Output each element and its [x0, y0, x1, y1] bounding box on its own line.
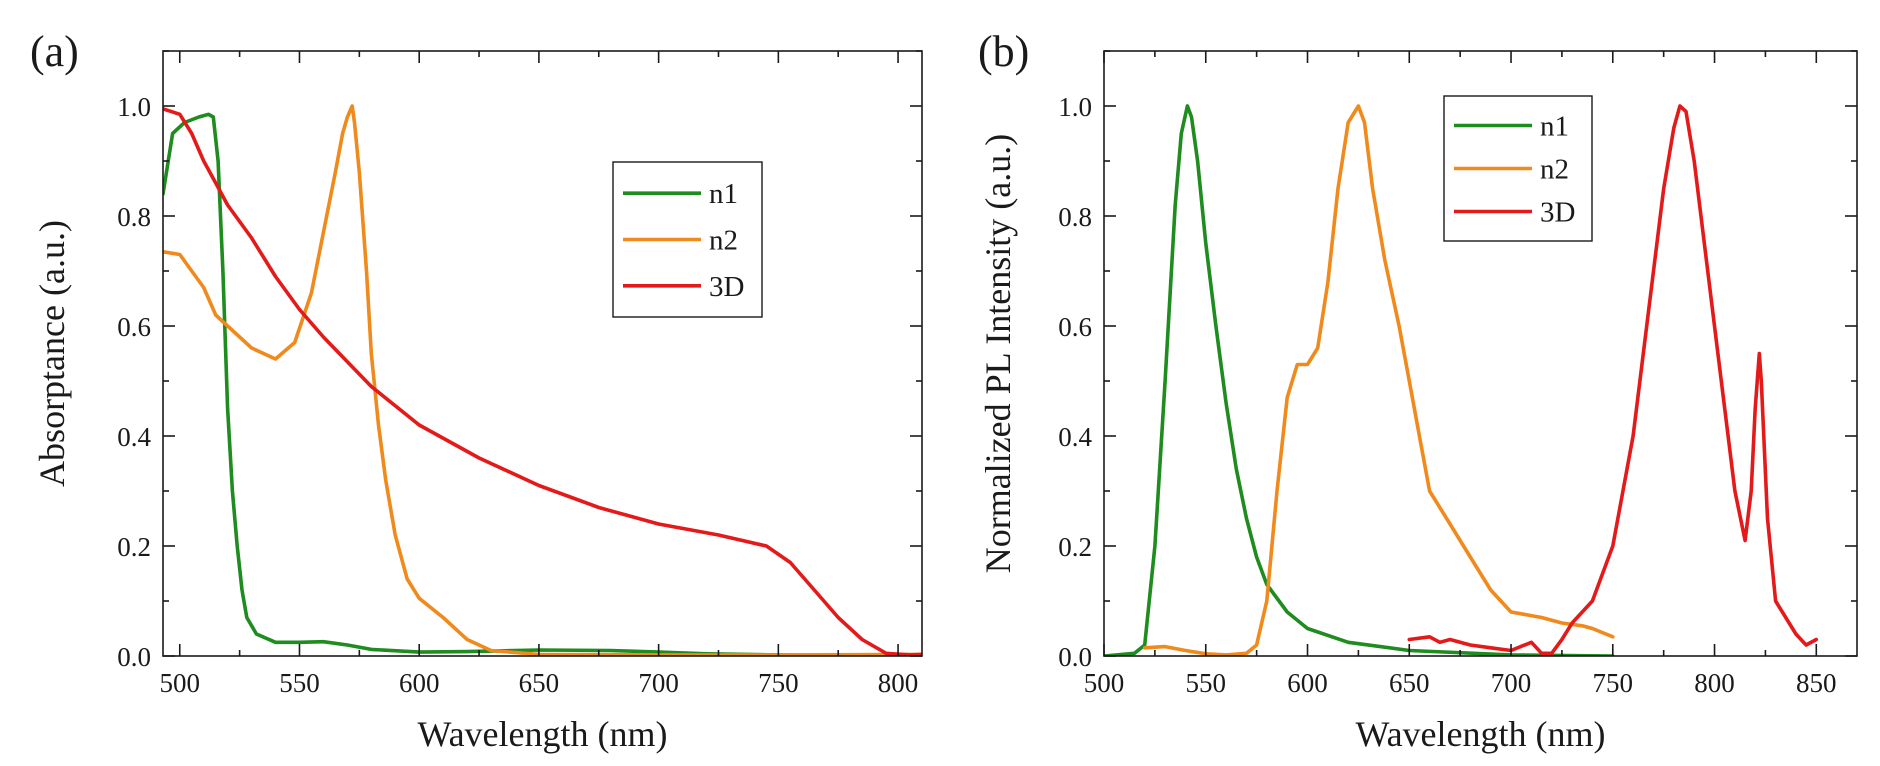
y-tick-label: 0.0 — [117, 642, 151, 672]
y-tick-label: 0.0 — [1058, 642, 1092, 672]
legend-label-n2: n2 — [1540, 154, 1569, 186]
y-tick-label: 0.6 — [117, 312, 151, 342]
x-axis-title: Wavelength (nm) — [417, 714, 667, 754]
y-axis-title: Absorptance (a.u.) — [32, 220, 72, 487]
y-tick-label: 0.2 — [1058, 532, 1092, 562]
panel-label: (b) — [978, 27, 1029, 76]
legend-label-n1: n1 — [709, 178, 738, 210]
x-tick-label: 550 — [1186, 668, 1227, 698]
series-group — [163, 104, 922, 656]
y-tick-label: 1.0 — [117, 92, 151, 122]
panel-label: (a) — [30, 27, 79, 76]
y-tick-label: 0.4 — [117, 422, 151, 452]
x-tick-label: 550 — [279, 668, 320, 698]
x-tick-label: 700 — [638, 668, 679, 698]
x-tick-label: 500 — [1084, 668, 1125, 698]
series-line-n2 — [1142, 104, 1615, 656]
x-tick-label: 750 — [1593, 668, 1634, 698]
legend-label-n1: n1 — [1540, 111, 1569, 143]
legend-label-n2: n2 — [709, 225, 738, 257]
series-line-3d — [163, 107, 922, 656]
y-tick-label: 0.2 — [117, 532, 151, 562]
x-tick-label: 700 — [1491, 668, 1532, 698]
x-tick-label: 600 — [399, 668, 440, 698]
x-tick-label: 650 — [1389, 668, 1430, 698]
y-tick-label: 0.8 — [117, 202, 151, 232]
legend-label-3d: 3D — [1540, 197, 1575, 229]
plot-frame — [162, 50, 923, 657]
y-tick-label: 0.4 — [1058, 422, 1092, 452]
series-group — [1104, 104, 1819, 656]
x-tick-label: 600 — [1287, 668, 1328, 698]
series-line-n2 — [163, 104, 922, 656]
legend-label-3d: 3D — [709, 271, 744, 303]
legend: n1 n2 3D — [612, 161, 763, 318]
chart-panel-1: (a) 500 550 600 650 700 750 800 0.0 0.2 0.4 0.6 0.8 1… — [30, 27, 923, 754]
y-axis-title: Normalized PL Intensity (a.u.) — [978, 134, 1018, 574]
series-line-n1 — [1104, 104, 1615, 656]
y-tick-label: 1.0 — [1058, 92, 1092, 122]
y-tick-label: 0.8 — [1058, 202, 1092, 232]
chart-panel-2: (b) 500 550 600 650 700 750 800 850 0.0 0.2 0.4 0.6 0… — [978, 27, 1858, 754]
series-line-n1 — [163, 112, 922, 656]
x-tick-label: 800 — [1694, 668, 1735, 698]
x-tick-label: 750 — [758, 668, 799, 698]
series-line-3d — [1407, 104, 1819, 656]
x-tick-label: 650 — [519, 668, 560, 698]
plot-frame — [1103, 50, 1858, 657]
y-tick-label: 0.6 — [1058, 312, 1092, 342]
x-tick-label: 850 — [1796, 668, 1837, 698]
x-tick-label: 500 — [160, 668, 201, 698]
legend: n1 n2 3D — [1443, 95, 1593, 242]
x-axis-title: Wavelength (nm) — [1355, 714, 1605, 754]
x-tick-label: 800 — [878, 668, 919, 698]
